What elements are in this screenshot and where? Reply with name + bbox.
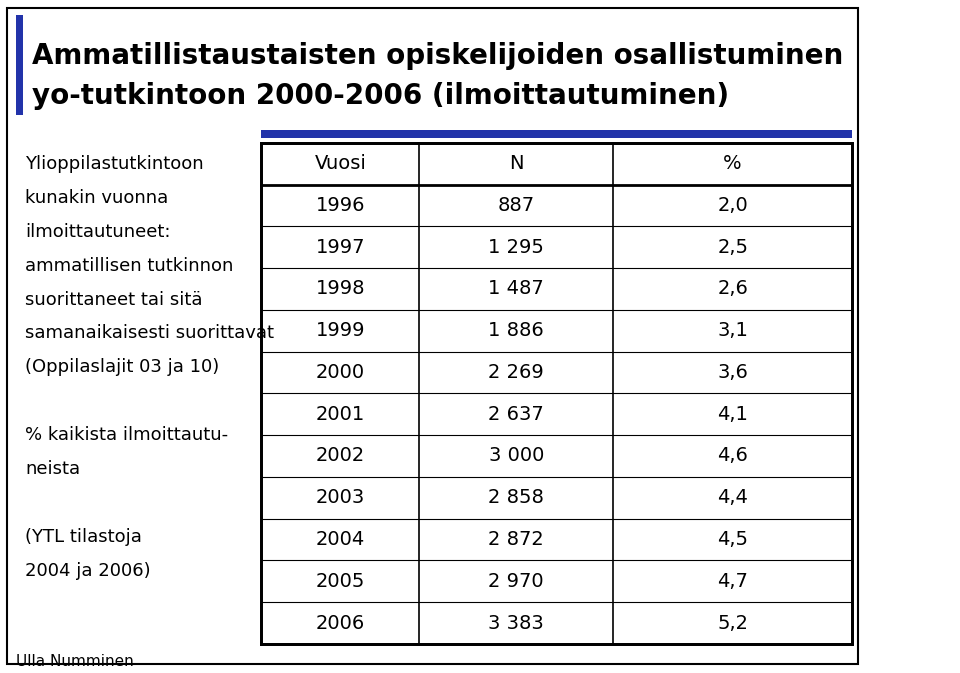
Text: 4,4: 4,4 bbox=[717, 488, 748, 507]
Text: 4,6: 4,6 bbox=[717, 446, 748, 466]
Text: 887: 887 bbox=[497, 196, 535, 215]
Text: 4,5: 4,5 bbox=[717, 530, 748, 549]
Text: neista: neista bbox=[25, 460, 81, 479]
Text: 2001: 2001 bbox=[316, 404, 365, 424]
Text: 1999: 1999 bbox=[316, 321, 365, 340]
Text: 2006: 2006 bbox=[316, 614, 365, 633]
Text: 2 269: 2 269 bbox=[489, 363, 544, 382]
Text: 2004: 2004 bbox=[316, 530, 365, 549]
Text: 2005: 2005 bbox=[316, 572, 365, 591]
Text: 4,7: 4,7 bbox=[717, 572, 748, 591]
Text: 2004 ja 2006): 2004 ja 2006) bbox=[25, 562, 151, 580]
Text: 3,1: 3,1 bbox=[717, 321, 748, 340]
Text: 2 872: 2 872 bbox=[489, 530, 544, 549]
Text: suorittaneet tai sitä: suorittaneet tai sitä bbox=[25, 291, 203, 308]
Text: 2 637: 2 637 bbox=[489, 404, 544, 424]
Text: 2 970: 2 970 bbox=[489, 572, 544, 591]
Text: 1997: 1997 bbox=[316, 238, 365, 256]
Text: 2 858: 2 858 bbox=[489, 488, 544, 507]
Text: yo-tutkintoon 2000-2006 (ilmoittautuminen): yo-tutkintoon 2000-2006 (ilmoittautumine… bbox=[32, 82, 729, 110]
Bar bbox=[261, 130, 852, 138]
Text: 2003: 2003 bbox=[316, 488, 365, 507]
Text: 1998: 1998 bbox=[316, 279, 365, 298]
Text: 4,1: 4,1 bbox=[717, 404, 748, 424]
Text: 1 295: 1 295 bbox=[489, 238, 544, 256]
Text: 1996: 1996 bbox=[316, 196, 365, 215]
Bar bbox=[16, 15, 23, 115]
Text: Ylioppilastutkintoon: Ylioppilastutkintoon bbox=[25, 155, 204, 173]
Text: 1 886: 1 886 bbox=[489, 321, 544, 340]
Text: 2002: 2002 bbox=[316, 446, 365, 466]
Text: 5,2: 5,2 bbox=[717, 614, 748, 633]
Text: samanaikaisesti suorittavat: samanaikaisesti suorittavat bbox=[25, 324, 275, 343]
Text: 2,5: 2,5 bbox=[717, 238, 748, 256]
Text: 3 383: 3 383 bbox=[489, 614, 544, 633]
Text: Vuosi: Vuosi bbox=[315, 154, 367, 173]
Text: 3 000: 3 000 bbox=[489, 446, 544, 466]
Text: (YTL tilastoja: (YTL tilastoja bbox=[25, 528, 142, 546]
Text: %: % bbox=[723, 154, 742, 173]
Text: 3,6: 3,6 bbox=[717, 363, 748, 382]
Text: ilmoittautuneet:: ilmoittautuneet: bbox=[25, 223, 171, 241]
Text: 2,6: 2,6 bbox=[717, 279, 748, 298]
Text: ammatillisen tutkinnon: ammatillisen tutkinnon bbox=[25, 256, 233, 275]
Text: % kaikista ilmoittautu-: % kaikista ilmoittautu- bbox=[25, 426, 228, 444]
Bar bbox=[261, 143, 852, 644]
Text: Ammatillistaustaisten opiskelijoiden osallistuminen: Ammatillistaustaisten opiskelijoiden osa… bbox=[32, 42, 843, 70]
Text: kunakin vuonna: kunakin vuonna bbox=[25, 188, 169, 207]
Text: Ulla Numminen: Ulla Numminen bbox=[16, 654, 134, 669]
Text: 2000: 2000 bbox=[316, 363, 365, 382]
Text: (Oppilaslajit 03 ja 10): (Oppilaslajit 03 ja 10) bbox=[25, 359, 220, 376]
Text: 2,0: 2,0 bbox=[717, 196, 748, 215]
Text: 1 487: 1 487 bbox=[489, 279, 544, 298]
Text: N: N bbox=[509, 154, 523, 173]
